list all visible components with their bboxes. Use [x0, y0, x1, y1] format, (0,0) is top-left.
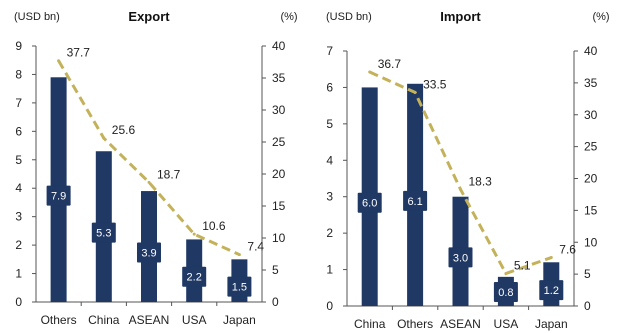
bar-label-badge: [137, 242, 161, 263]
bar-value-label: 0.8: [498, 287, 513, 299]
x-tick-label: ASEAN: [440, 317, 481, 331]
right-tick-label: 35: [584, 76, 598, 90]
share-line-value-label: 7.4: [247, 240, 264, 254]
right-tick-label: 5: [584, 267, 591, 281]
x-tick-label: Japan: [535, 317, 568, 331]
chart-title: Export: [128, 9, 170, 24]
share-line-point: [57, 59, 61, 63]
right-tick-label: 20: [584, 172, 598, 186]
bar-value-label: 5.3: [96, 228, 111, 240]
left-tick-label: 4: [15, 181, 22, 195]
share-line-point: [459, 187, 462, 191]
right-tick-label: 10: [584, 235, 598, 249]
right-axis-unit: (%): [592, 11, 609, 23]
chart-title: Import: [440, 9, 481, 24]
bar-label-badge: [227, 276, 252, 297]
left-axis-unit: (USD bn): [14, 11, 60, 23]
x-tick-label: ASEAN: [129, 313, 170, 327]
right-tick-label: 30: [584, 108, 598, 122]
left-tick-label: 0: [326, 299, 333, 313]
share-line-value-label: 10.6: [202, 219, 226, 233]
right-tick-label: 15: [272, 199, 286, 213]
x-tick-label: China: [88, 313, 120, 327]
share-line-value-label: 18.3: [469, 174, 493, 188]
right-tick-label: 5: [272, 263, 279, 277]
share-line-point: [147, 180, 151, 184]
share-line-point: [549, 256, 553, 260]
right-tick-label: 40: [272, 39, 286, 53]
left-tick-label: 3: [326, 190, 333, 204]
right-tick-label: 35: [272, 71, 286, 85]
share-line-point: [368, 70, 372, 74]
left-tick-label: 4: [326, 153, 333, 167]
left-axis-unit: (USD bn): [326, 11, 372, 23]
right-tick-label: 0: [272, 295, 279, 309]
left-tick-label: 5: [15, 153, 22, 167]
left-tick-label: 1: [326, 263, 333, 277]
right-tick-label: 25: [584, 140, 598, 154]
share-line-value-label: 36.7: [378, 57, 402, 71]
bar-label-badge: [46, 185, 71, 206]
right-tick-label: 0: [584, 299, 591, 313]
bar-label-badge: [182, 266, 207, 287]
share-line-value-label: 7.6: [559, 243, 576, 257]
right-tick-label: 40: [584, 44, 598, 58]
bar-value-label: 1.5: [232, 282, 247, 294]
bar-value-label: 3.9: [141, 248, 156, 260]
left-tick-label: 6: [15, 124, 22, 138]
x-tick-label: USA: [494, 317, 519, 331]
bar-value-label: 6.0: [362, 198, 377, 210]
left-tick-label: 5: [326, 117, 333, 131]
share-line-point: [413, 90, 417, 94]
left-tick-label: 2: [15, 238, 22, 252]
right-tick-label: 10: [272, 231, 286, 245]
share-line-value-label: 37.7: [67, 46, 91, 60]
share-line-point: [102, 136, 106, 140]
x-tick-label: Others: [397, 317, 433, 331]
right-tick-label: 15: [584, 203, 598, 217]
right-tick-label: 30: [272, 103, 286, 117]
right-tick-label: 25: [272, 135, 286, 149]
bar-value-label: 1.2: [544, 285, 559, 297]
bar-value-label: 2.2: [187, 272, 202, 284]
right-axis-unit: (%): [280, 11, 297, 23]
x-tick-label: Others: [41, 313, 77, 327]
bar-label-badge: [493, 282, 518, 302]
left-tick-label: 1: [15, 267, 22, 281]
bar-label-badge: [403, 190, 428, 211]
x-tick-label: Japan: [223, 313, 256, 327]
left-tick-label: 2: [326, 226, 333, 240]
x-tick-label: USA: [182, 313, 207, 327]
bar-label-badge: [539, 280, 564, 301]
x-tick-label: China: [354, 317, 386, 331]
bar-value-label: 6.1: [407, 196, 422, 208]
right-tick-label: 20: [272, 167, 286, 181]
import-chart: (USD bn) Import (%) 0 1 2 3 4 5 6 7 0 5 10 15 20 25 30 35 4…: [326, 9, 610, 331]
export-chart: (USD bn) Export (%) 0 1 2 3 4 5 6 7 8 9 0 5 10 15 20 25 30 3…: [14, 9, 298, 327]
left-tick-label: 0: [15, 295, 22, 309]
left-tick-label: 7: [15, 96, 22, 110]
left-tick-label: 7: [326, 44, 333, 58]
share-line-point: [504, 271, 508, 275]
share-line-value-label: 5.1: [514, 258, 531, 272]
share-line-point: [192, 232, 196, 236]
share-line: [57, 59, 241, 257]
bar-label-badge: [357, 192, 382, 213]
left-tick-label: 9: [15, 39, 22, 53]
left-tick-label: 6: [326, 80, 333, 94]
share-line-point: [237, 253, 241, 257]
left-tick-label: 8: [15, 67, 22, 81]
share-line-value-label: 18.7: [157, 167, 181, 181]
bar-label-badge: [91, 222, 116, 243]
bar-label-badge: [448, 247, 473, 268]
share-line-value-label: 33.5: [423, 77, 447, 91]
bar-value-label: 3.0: [453, 252, 468, 264]
left-tick-label: 3: [15, 210, 22, 224]
bar-value-label: 7.9: [51, 191, 66, 203]
share-line-value-label: 25.6: [112, 123, 136, 137]
